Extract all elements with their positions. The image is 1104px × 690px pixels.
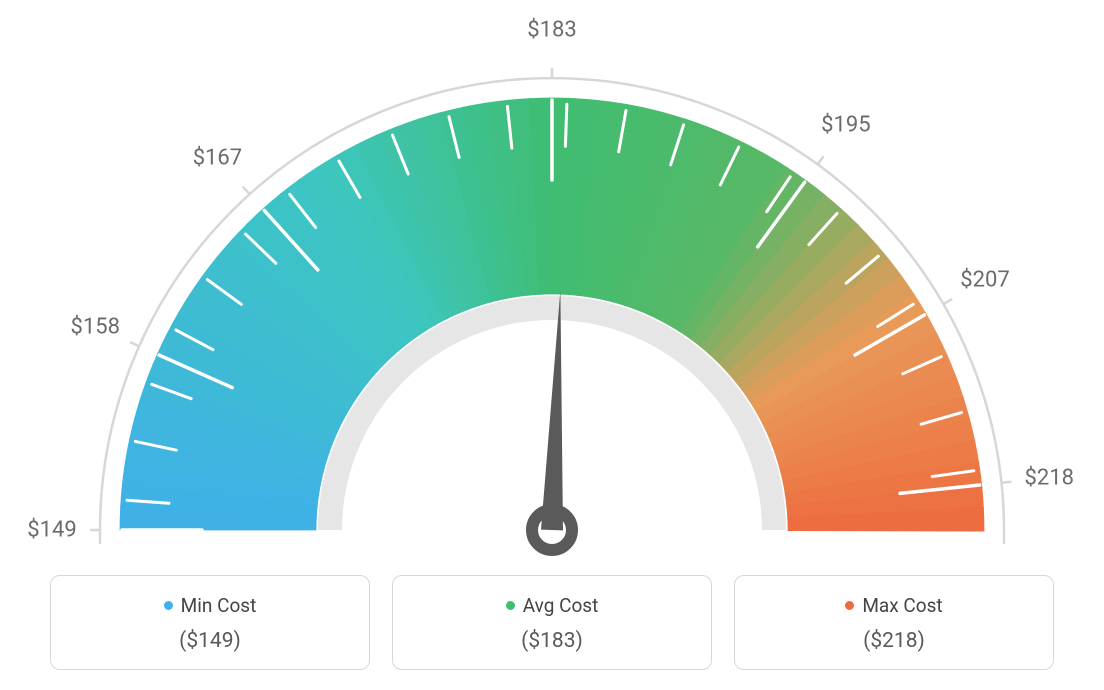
legend-top-min: Min Cost [61, 594, 359, 617]
legend-value-avg: ($183) [403, 629, 701, 653]
gauge-svg [0, 0, 1104, 570]
legend-card-avg: Avg Cost ($183) [392, 575, 712, 670]
gauge-tick-label: $183 [527, 18, 576, 43]
gauge-tick-label: $207 [960, 268, 1009, 293]
legend-value-max: ($218) [745, 629, 1043, 653]
legend-label-max: Max Cost [862, 594, 942, 617]
legend-top-max: Max Cost [745, 594, 1043, 617]
legend-card-min: Min Cost ($149) [50, 575, 370, 670]
legend-top-avg: Avg Cost [403, 594, 701, 617]
legend-value-min: ($149) [61, 629, 359, 653]
legend-row: Min Cost ($149) Avg Cost ($183) Max Cost… [50, 575, 1054, 670]
gauge-tick-label: $195 [821, 113, 870, 138]
dot-min [164, 601, 173, 610]
gauge-tick-label: $167 [193, 146, 242, 171]
legend-card-max: Max Cost ($218) [734, 575, 1054, 670]
legend-label-avg: Avg Cost [523, 594, 599, 617]
gauge-tick-label: $149 [27, 518, 76, 543]
gauge-chart-container: $149 $158 $167 $183 $195 $207 $218 Min Cost ($… [0, 0, 1104, 690]
gauge-tick-label: $158 [70, 314, 119, 339]
legend-label-min: Min Cost [181, 594, 257, 617]
dot-avg [506, 601, 515, 610]
dot-max [845, 601, 854, 610]
gauge-tick-label: $218 [1025, 465, 1074, 490]
gauge-area: $149 $158 $167 $183 $195 $207 $218 [0, 0, 1104, 570]
gauge-needle [541, 290, 563, 530]
